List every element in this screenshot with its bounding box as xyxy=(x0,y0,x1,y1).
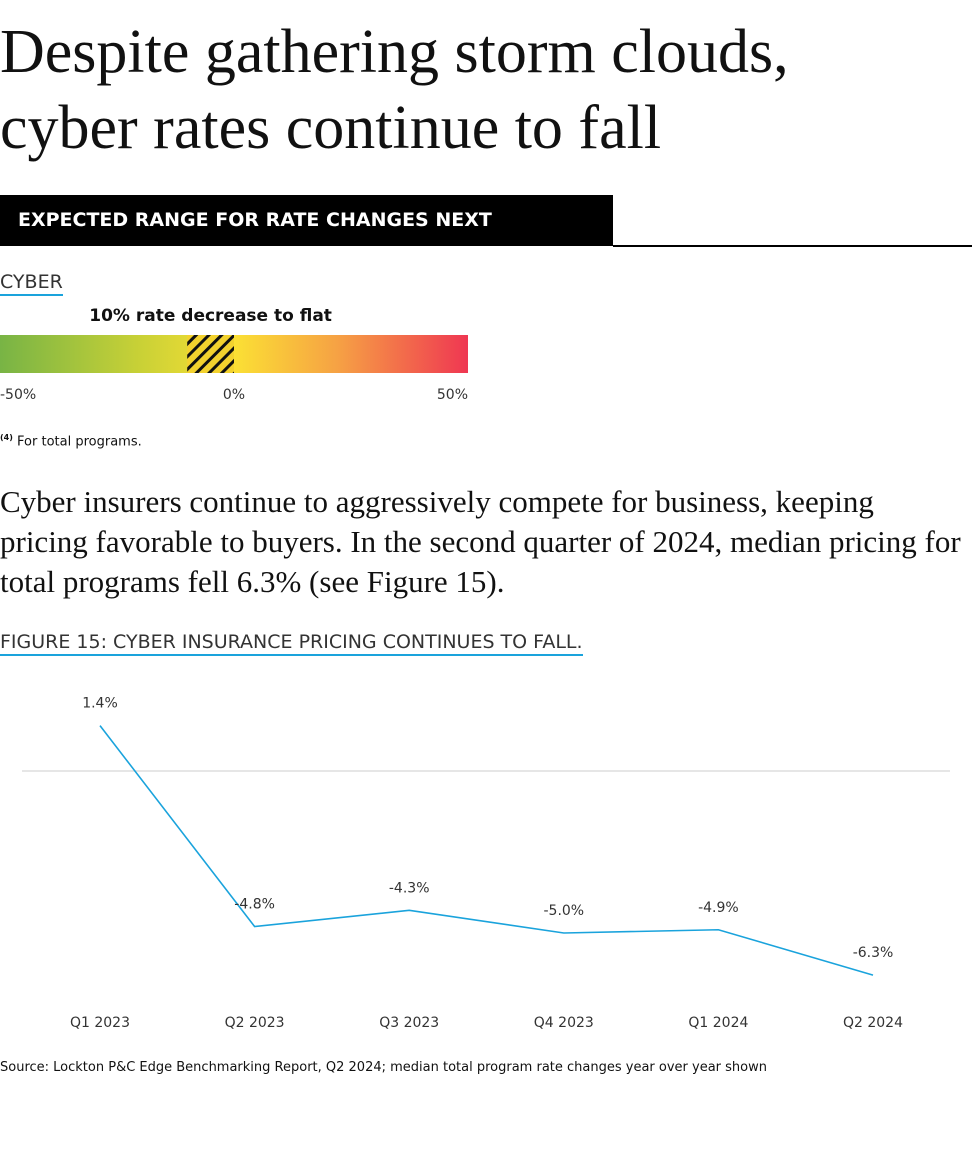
source-note: Source: Lockton P&C Edge Benchmarking Re… xyxy=(0,1060,767,1075)
x-tick-label: Q2 2024 xyxy=(843,1015,903,1031)
data-label: -4.9% xyxy=(698,900,739,916)
section-banner: EXPECTED RANGE FOR RATE CHANGES NEXT QUA… xyxy=(0,195,613,287)
range-hatch xyxy=(187,335,234,373)
banner-text: EXPECTED RANGE FOR RATE CHANGES NEXT QUA… xyxy=(18,209,492,288)
footnote: (4) For total programs. xyxy=(0,433,142,449)
range-bar: 10% rate decrease to flat -50% 0% 50% xyxy=(0,306,468,403)
range-caption: 10% rate decrease to flat xyxy=(89,306,332,326)
title-line: cyber rates continue to fall xyxy=(0,94,662,162)
range-tick-label: 50% xyxy=(437,387,468,403)
range-tick-label: -50% xyxy=(0,387,36,403)
data-label: -5.0% xyxy=(543,903,584,919)
x-tick-label: Q4 2023 xyxy=(534,1015,594,1031)
body-text: Cyber insurers continue to aggressively … xyxy=(0,484,961,599)
title-line: Despite gathering storm clouds, xyxy=(0,18,789,86)
data-label: -4.8% xyxy=(234,897,275,913)
figure-caption: FIGURE 15: CYBER INSURANCE PRICING CONTI… xyxy=(0,630,583,656)
range-tick-label: 0% xyxy=(223,387,245,403)
x-tick-label: Q1 2024 xyxy=(688,1015,748,1031)
x-tick-label: Q1 2023 xyxy=(70,1015,130,1031)
page-title: Despite gathering storm clouds, cyber ra… xyxy=(0,14,789,166)
footnote-mark: (4) xyxy=(0,433,13,442)
x-tick-label: Q2 2023 xyxy=(225,1015,285,1031)
line-chart: Q1 2023 1.4% Q2 2023 -4.8% Q3 2023 -4.3% Q4 20… xyxy=(22,696,950,1031)
footnote-text: For total programs. xyxy=(17,434,142,450)
data-label: 1.4% xyxy=(82,696,118,712)
data-line xyxy=(99,725,874,976)
footnote-mark: (1) xyxy=(118,265,136,278)
range-label: CYBER xyxy=(0,270,63,296)
banner-rule xyxy=(613,245,972,247)
data-label: -4.3% xyxy=(389,880,430,896)
x-tick-label: Q3 2023 xyxy=(379,1015,439,1031)
data-label: -6.3% xyxy=(853,945,894,961)
